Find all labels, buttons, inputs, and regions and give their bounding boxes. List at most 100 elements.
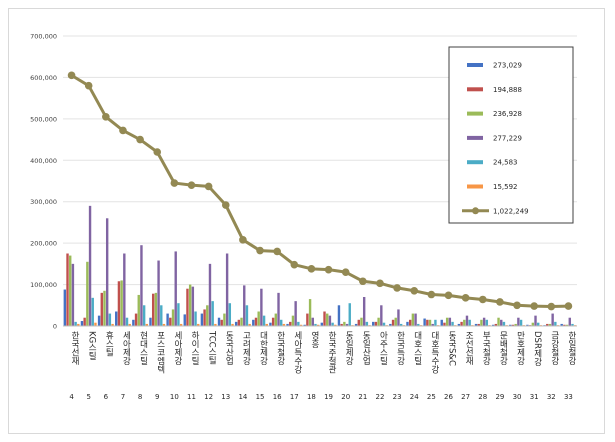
bar (208, 263, 212, 326)
y-tick-label: 300,000 (30, 198, 57, 206)
category-name: 부국철강 (481, 331, 491, 365)
bar (326, 313, 329, 326)
bar (188, 284, 192, 326)
bar (217, 317, 221, 326)
bar (406, 321, 409, 326)
legend-line-marker (472, 207, 479, 215)
category-number: 31 (530, 393, 539, 401)
bar (502, 321, 506, 326)
total-line-point (427, 290, 436, 299)
bar (63, 289, 67, 326)
legend-label: 273,029 (493, 62, 522, 70)
bar (434, 319, 437, 326)
bar (271, 317, 275, 326)
category-name: KG스틸 (87, 331, 97, 360)
bar (262, 315, 266, 326)
bar (169, 317, 172, 326)
category-number: 13 (221, 393, 230, 401)
category-number: 11 (187, 393, 196, 401)
bar (423, 318, 426, 326)
bar (254, 317, 258, 326)
legend-label: 24,583 (493, 159, 518, 167)
bar (240, 317, 243, 326)
category-number: 16 (273, 393, 282, 401)
bar (320, 322, 324, 326)
bar (494, 323, 498, 326)
total-line-point (221, 201, 230, 209)
category-number: 33 (564, 393, 573, 401)
total-line (67, 71, 573, 311)
category-number: 25 (427, 393, 436, 401)
bar (331, 322, 334, 326)
bar (565, 324, 569, 326)
bar (460, 321, 463, 326)
category-number: 4 (69, 393, 74, 401)
bar (477, 323, 480, 326)
total-line-point (341, 268, 350, 276)
category-number: 19 (324, 393, 333, 401)
bar (125, 317, 129, 326)
x-axis-labels: 한국선재 4 KG스틸 5 휴스틸 6 세아제강 7 현대스틸 8 포스코엠텍 9 세아제강 10 하이스틸… (69, 330, 576, 401)
bar (231, 323, 234, 326)
category-name: TCC스틸 (207, 330, 217, 365)
bar (200, 313, 204, 326)
bar (137, 294, 140, 326)
category-number: 22 (376, 393, 385, 401)
category-number: 27 (461, 393, 470, 401)
bar (274, 313, 278, 326)
bar (491, 324, 495, 326)
category-number: 29 (495, 393, 504, 401)
category-number: 28 (478, 393, 487, 401)
y-tick-label: 700,000 (30, 33, 57, 41)
category-name: DSR제강 (532, 331, 542, 366)
bar (340, 323, 343, 326)
legend-swatch (467, 111, 483, 116)
category-name: 영흥 (309, 330, 319, 348)
bar (289, 321, 292, 326)
bar (372, 321, 375, 326)
bar (269, 322, 272, 326)
total-line-point (204, 182, 213, 191)
bar (282, 323, 286, 326)
bar (308, 299, 312, 326)
bar (497, 317, 500, 326)
category-name: 고려제강 (241, 331, 251, 365)
category-number: 8 (138, 393, 142, 401)
category-name: 한국선재 (70, 331, 80, 366)
y-tick-label: 100,000 (30, 281, 57, 289)
bar (74, 321, 77, 326)
total-line-point (84, 81, 93, 90)
bar (145, 323, 149, 326)
bar (88, 205, 92, 326)
legend-label: 194,888 (493, 86, 522, 94)
bar (94, 322, 97, 326)
bar (80, 321, 84, 326)
bar (337, 305, 341, 326)
category-number: 20 (341, 393, 350, 401)
legend-label: 236,928 (493, 110, 522, 118)
bar (560, 323, 563, 326)
bar (299, 324, 303, 326)
category-name: 동국산업 (224, 331, 234, 365)
category-name: 세아제강 (172, 331, 182, 365)
y-tick-label: 600,000 (30, 74, 57, 82)
bar (546, 323, 549, 326)
bar (162, 323, 166, 326)
bar (534, 315, 537, 326)
bar (440, 319, 443, 326)
total-line-point (376, 279, 384, 288)
bar (468, 319, 471, 326)
total-line-point (324, 265, 333, 274)
bar (197, 323, 200, 326)
bar (563, 324, 566, 326)
bar (151, 293, 155, 326)
y-tick-label: 400,000 (30, 157, 57, 165)
bar (354, 323, 358, 326)
category-number: 21 (358, 393, 367, 401)
bar (362, 297, 366, 326)
bar (86, 261, 89, 326)
bar (111, 323, 114, 326)
bar (105, 218, 109, 326)
bar (328, 315, 332, 326)
bar (191, 286, 195, 326)
